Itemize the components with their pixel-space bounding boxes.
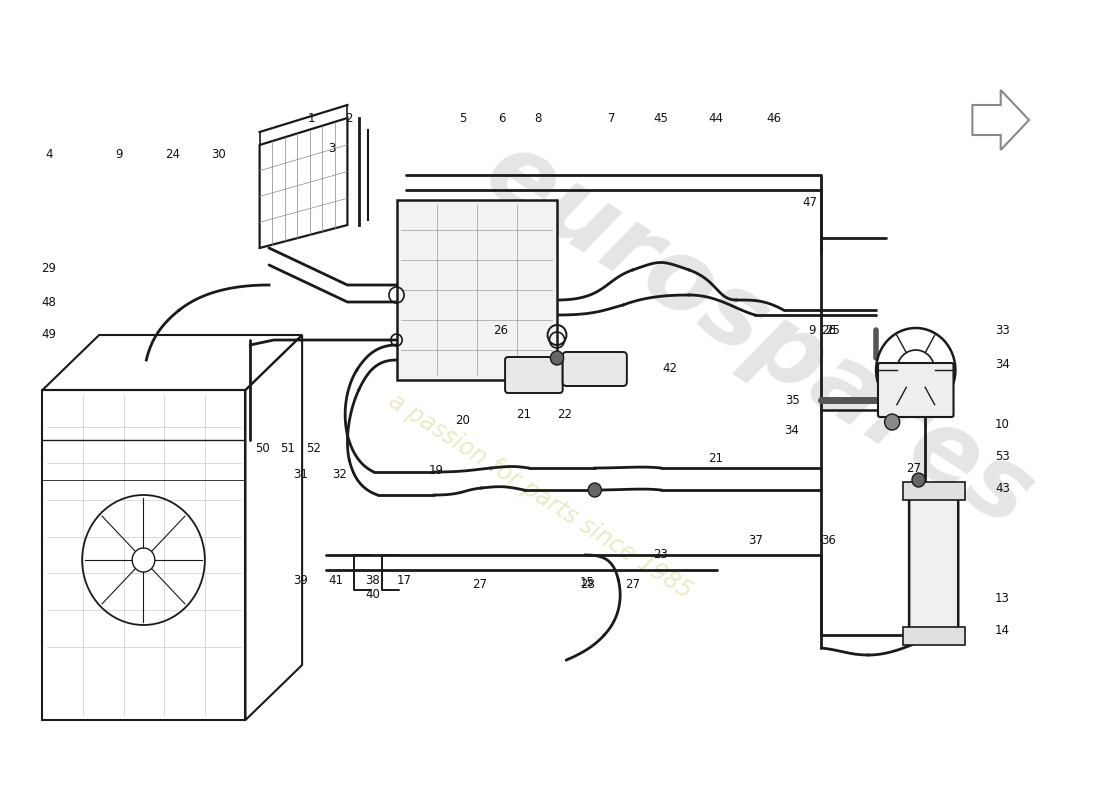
FancyBboxPatch shape	[902, 482, 965, 500]
Text: 30: 30	[211, 149, 227, 162]
FancyBboxPatch shape	[563, 352, 627, 386]
Text: 34: 34	[783, 423, 799, 437]
Text: 4: 4	[45, 149, 53, 162]
Text: 46: 46	[767, 111, 782, 125]
Text: 45: 45	[653, 111, 669, 125]
Text: 26: 26	[493, 323, 508, 337]
Text: 36: 36	[822, 534, 836, 546]
Text: 44: 44	[708, 111, 723, 125]
Text: a passion for parts since 1985: a passion for parts since 1985	[384, 389, 696, 603]
Text: 13: 13	[996, 591, 1010, 605]
Text: 25: 25	[825, 323, 840, 337]
Text: 51: 51	[280, 442, 296, 454]
Text: eurospares: eurospares	[466, 123, 1049, 549]
Text: 7: 7	[608, 111, 616, 125]
Text: 31: 31	[293, 469, 308, 482]
Text: 27: 27	[906, 462, 922, 474]
Text: 52: 52	[306, 442, 321, 454]
Text: 10: 10	[996, 418, 1010, 431]
Text: 37: 37	[748, 534, 762, 546]
Circle shape	[912, 473, 925, 487]
Text: 20: 20	[455, 414, 470, 426]
Text: 8: 8	[535, 111, 542, 125]
Text: 42: 42	[663, 362, 678, 374]
Text: 32: 32	[332, 469, 348, 482]
Text: 24: 24	[165, 149, 180, 162]
Text: 1: 1	[308, 111, 316, 125]
Text: 23: 23	[653, 549, 669, 562]
Text: 40: 40	[365, 589, 381, 602]
Text: 34: 34	[996, 358, 1010, 371]
Text: 6: 6	[498, 111, 506, 125]
Text: 38: 38	[365, 574, 381, 586]
Text: 41: 41	[329, 574, 343, 586]
Text: 26: 26	[822, 323, 836, 337]
Text: 39: 39	[293, 574, 308, 586]
Text: 50: 50	[255, 442, 270, 454]
Text: 14: 14	[996, 623, 1010, 637]
Text: 53: 53	[996, 450, 1010, 462]
Text: 48: 48	[42, 295, 56, 309]
Text: 2: 2	[345, 111, 353, 125]
Circle shape	[588, 483, 602, 497]
Text: 3: 3	[329, 142, 336, 154]
FancyBboxPatch shape	[902, 627, 965, 645]
Text: 28: 28	[580, 578, 595, 591]
Circle shape	[884, 414, 900, 430]
Circle shape	[550, 351, 563, 365]
Text: 33: 33	[996, 323, 1010, 337]
Text: 5: 5	[459, 111, 466, 125]
Text: 9: 9	[808, 323, 816, 337]
Text: 29: 29	[42, 262, 56, 274]
Text: 21: 21	[708, 451, 723, 465]
Text: 43: 43	[996, 482, 1010, 494]
Bar	[396, 200, 557, 380]
Text: 27: 27	[625, 578, 640, 591]
Text: 21: 21	[517, 409, 531, 422]
Text: 35: 35	[785, 394, 801, 406]
Text: 15: 15	[580, 577, 595, 590]
Text: 49: 49	[42, 329, 56, 342]
Text: 27: 27	[472, 578, 487, 591]
Text: 47: 47	[803, 195, 817, 209]
FancyBboxPatch shape	[878, 363, 954, 417]
FancyBboxPatch shape	[909, 485, 958, 640]
FancyBboxPatch shape	[505, 357, 563, 393]
Text: 17: 17	[397, 574, 411, 586]
Text: 9: 9	[116, 149, 123, 162]
Text: 22: 22	[557, 409, 572, 422]
Text: 19: 19	[429, 463, 443, 477]
